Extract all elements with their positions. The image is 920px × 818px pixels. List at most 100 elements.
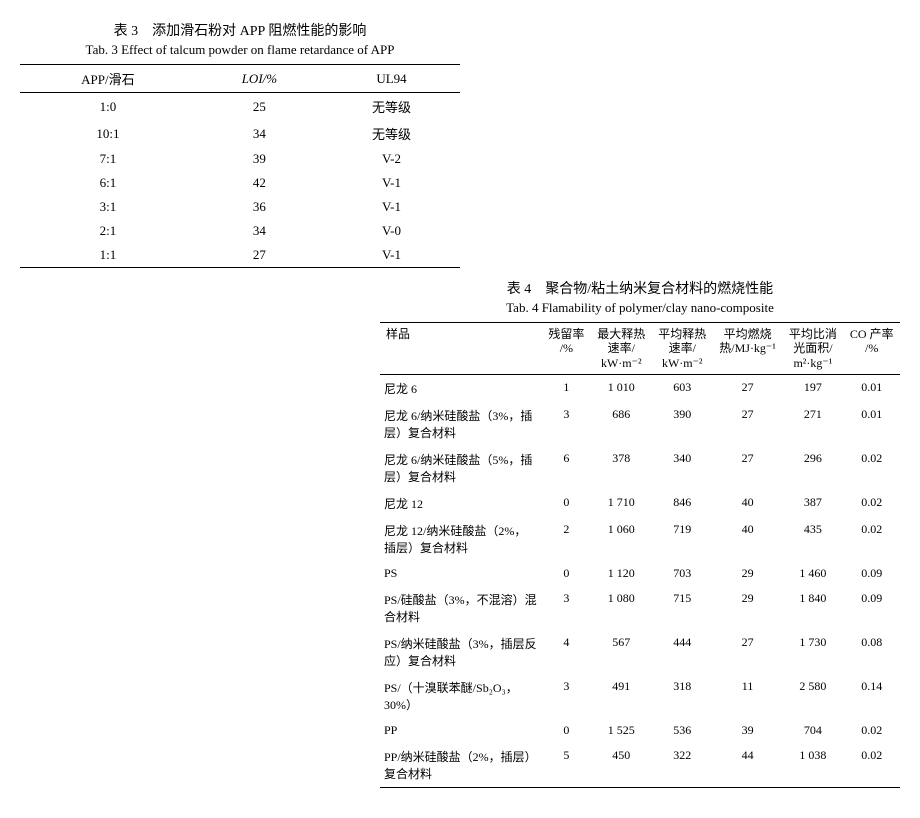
table-cell: 1 710 — [591, 490, 652, 517]
table-cell: 尼龙 6/纳米硅酸盐（3%，插层）复合材料 — [380, 402, 542, 446]
table3-title-cn: 表 3 添加滑石粉对 APP 阻燃性能的影响 — [20, 20, 460, 40]
table-cell: 387 — [782, 490, 843, 517]
table-cell: 450 — [591, 743, 652, 788]
table-cell: 491 — [591, 674, 652, 718]
table-row: PP01 525536397040.02 — [380, 718, 900, 743]
table-cell: 无等级 — [323, 120, 460, 147]
table-cell: 536 — [652, 718, 713, 743]
table-cell: PS/（十溴联苯醚/Sb₂O₃，30%） — [380, 674, 542, 718]
table-cell: 39 — [196, 147, 323, 171]
table-row: PP/纳米硅酸盐（2%，插层）复合材料5450322441 0380.02 — [380, 743, 900, 788]
table-cell: 444 — [652, 630, 713, 674]
table-row: 10:134无等级 — [20, 120, 460, 147]
table-cell: 44 — [713, 743, 783, 788]
table-cell: 3:1 — [20, 195, 196, 219]
table-cell: 318 — [652, 674, 713, 718]
table-cell: 1:1 — [20, 243, 196, 268]
table-cell: 197 — [782, 375, 843, 403]
table-cell: 0.01 — [843, 375, 900, 403]
table-cell: 0.14 — [843, 674, 900, 718]
table-cell: V-1 — [323, 195, 460, 219]
table-cell: 715 — [652, 586, 713, 630]
table-cell: 1 730 — [782, 630, 843, 674]
table-cell: V-0 — [323, 219, 460, 243]
table-cell: PP — [380, 718, 542, 743]
table-cell: 704 — [782, 718, 843, 743]
table-cell: 0.02 — [843, 517, 900, 561]
table-row: 2:134V-0 — [20, 219, 460, 243]
table-cell: 尼龙 6/纳米硅酸盐（5%，插层）复合材料 — [380, 446, 542, 490]
table3-header: APP/滑石 — [20, 65, 196, 93]
table-row: 尼龙 6/纳米硅酸盐（3%，插层）复合材料3686390272710.01 — [380, 402, 900, 446]
table-cell: 719 — [652, 517, 713, 561]
table-cell: 29 — [713, 561, 783, 586]
table-cell: 390 — [652, 402, 713, 446]
table-cell: 27 — [713, 630, 783, 674]
table-cell: 尼龙 12 — [380, 490, 542, 517]
table-cell: 340 — [652, 446, 713, 490]
table-cell: V-2 — [323, 147, 460, 171]
table-cell: PS — [380, 561, 542, 586]
table-row: 尼龙 611 010603271970.01 — [380, 375, 900, 403]
table-cell: 2:1 — [20, 219, 196, 243]
table-row: PS/（十溴联苯醚/Sb₂O₃，30%）3491318112 5800.14 — [380, 674, 900, 718]
table-cell: 703 — [652, 561, 713, 586]
table-cell: 0.02 — [843, 446, 900, 490]
table-cell: 0 — [542, 490, 591, 517]
table4-title-en: Tab. 4 Flamability of polymer/clay nano-… — [380, 300, 900, 316]
table-cell: PS/纳米硅酸盐（3%，插层反应）复合材料 — [380, 630, 542, 674]
table-cell: 11 — [713, 674, 783, 718]
table-row: 尼龙 12/纳米硅酸盐（2%，插层）复合材料21 060719404350.02 — [380, 517, 900, 561]
table4-header: 平均比消光面积/m²·kg⁻¹ — [782, 323, 843, 375]
table-cell: 34 — [196, 219, 323, 243]
table-cell: 1 525 — [591, 718, 652, 743]
table-cell: 5 — [542, 743, 591, 788]
table-cell: PP/纳米硅酸盐（2%，插层）复合材料 — [380, 743, 542, 788]
table-cell: 3 — [542, 402, 591, 446]
table4-header: 样品 — [380, 323, 542, 375]
table4-header: 最大释热速率/kW·m⁻² — [591, 323, 652, 375]
table-cell: 1 038 — [782, 743, 843, 788]
table-cell: 567 — [591, 630, 652, 674]
table-cell: 1 010 — [591, 375, 652, 403]
table-cell: 846 — [652, 490, 713, 517]
table-row: PS/纳米硅酸盐（3%，插层反应）复合材料4567444271 7300.08 — [380, 630, 900, 674]
table4: 样品残留率/%最大释热速率/kW·m⁻²平均释热速率/kW·m⁻²平均燃烧热/M… — [380, 322, 900, 788]
table3-header: LOI/% — [196, 65, 323, 93]
table-cell: 36 — [196, 195, 323, 219]
table-cell: 40 — [713, 517, 783, 561]
table-row: 3:136V-1 — [20, 195, 460, 219]
table-cell: 1 840 — [782, 586, 843, 630]
table-cell: 0.09 — [843, 561, 900, 586]
table4-block: 表 4 聚合物/粘土纳米复合材料的燃烧性能 Tab. 4 Flamability… — [380, 278, 900, 788]
table-row: 6:142V-1 — [20, 171, 460, 195]
table-cell: 42 — [196, 171, 323, 195]
table-cell: 29 — [713, 586, 783, 630]
table-cell: 3 — [542, 674, 591, 718]
table3-header: UL94 — [323, 65, 460, 93]
table3-block: 表 3 添加滑石粉对 APP 阻燃性能的影响 Tab. 3 Effect of … — [20, 20, 460, 268]
table-cell: 10:1 — [20, 120, 196, 147]
table-cell: 6:1 — [20, 171, 196, 195]
table-cell: 1:0 — [20, 93, 196, 121]
table3: APP/滑石 LOI/% UL94 1:025无等级10:134无等级7:139… — [20, 64, 460, 268]
table-cell: 7:1 — [20, 147, 196, 171]
table-cell: 1 060 — [591, 517, 652, 561]
table-cell: 尼龙 6 — [380, 375, 542, 403]
table-cell: 0.01 — [843, 402, 900, 446]
table-row: 1:025无等级 — [20, 93, 460, 121]
table-cell: 27 — [713, 402, 783, 446]
table4-header: CO 产率/% — [843, 323, 900, 375]
table-cell: 3 — [542, 586, 591, 630]
table-cell: 1 460 — [782, 561, 843, 586]
table-cell: 296 — [782, 446, 843, 490]
table-cell: 1 — [542, 375, 591, 403]
table-row: 尼龙 1201 710846403870.02 — [380, 490, 900, 517]
table-cell: 0 — [542, 561, 591, 586]
table4-header: 平均释热速率/kW·m⁻² — [652, 323, 713, 375]
table4-header: 残留率/% — [542, 323, 591, 375]
table-cell: 4 — [542, 630, 591, 674]
table-row: 7:139V-2 — [20, 147, 460, 171]
table-cell: 27 — [713, 375, 783, 403]
table-cell: 6 — [542, 446, 591, 490]
